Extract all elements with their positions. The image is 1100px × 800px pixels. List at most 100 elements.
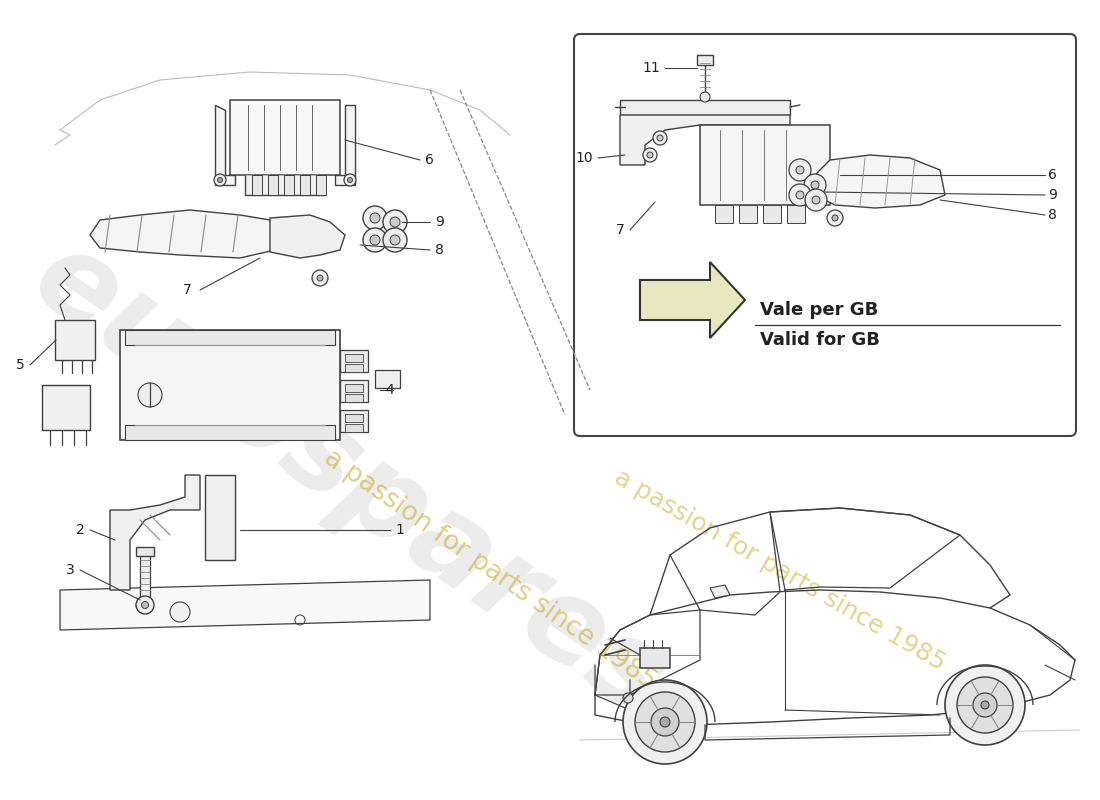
Polygon shape	[245, 175, 324, 195]
Bar	[739, 205, 757, 223]
Circle shape	[317, 275, 323, 281]
Text: 8: 8	[1048, 208, 1057, 222]
Polygon shape	[60, 580, 430, 630]
Text: 9: 9	[434, 215, 444, 229]
Text: a passion for parts since 1985: a passion for parts since 1985	[319, 445, 661, 695]
Circle shape	[136, 596, 154, 614]
Bar	[268, 175, 278, 195]
Polygon shape	[336, 105, 355, 185]
Text: 10: 10	[575, 151, 593, 165]
Text: 2: 2	[76, 523, 85, 537]
Polygon shape	[42, 385, 90, 430]
Text: 3: 3	[66, 563, 75, 577]
Circle shape	[390, 235, 400, 245]
Circle shape	[348, 178, 352, 182]
Circle shape	[796, 191, 804, 199]
Text: 6: 6	[425, 153, 433, 167]
Circle shape	[644, 148, 657, 162]
Circle shape	[370, 213, 379, 223]
Circle shape	[651, 708, 679, 736]
Text: a passion for parts since 1985: a passion for parts since 1985	[610, 465, 949, 675]
Bar	[375, 370, 400, 388]
Text: 8: 8	[434, 243, 444, 257]
Bar	[230, 100, 340, 175]
Bar	[340, 350, 368, 372]
Circle shape	[623, 680, 707, 764]
Bar	[345, 364, 363, 372]
Bar	[140, 555, 150, 600]
Text: 7: 7	[616, 223, 625, 237]
Circle shape	[218, 178, 222, 182]
Bar	[340, 380, 368, 402]
Circle shape	[383, 210, 407, 234]
Circle shape	[142, 602, 148, 609]
Circle shape	[170, 602, 190, 622]
Polygon shape	[214, 105, 235, 185]
Text: Valid for GB: Valid for GB	[760, 331, 880, 349]
Bar	[125, 425, 336, 440]
Bar	[125, 330, 336, 345]
Text: 6: 6	[1048, 168, 1057, 182]
Polygon shape	[815, 155, 945, 208]
Circle shape	[138, 383, 162, 407]
Polygon shape	[620, 100, 790, 115]
Bar	[284, 175, 294, 195]
Text: 11: 11	[642, 61, 660, 75]
Circle shape	[700, 92, 710, 102]
Bar	[763, 205, 781, 223]
Circle shape	[945, 665, 1025, 745]
Circle shape	[312, 270, 328, 286]
Circle shape	[804, 174, 826, 196]
Circle shape	[812, 196, 820, 204]
Circle shape	[214, 174, 225, 186]
Bar	[300, 175, 310, 195]
Circle shape	[827, 210, 843, 226]
Bar	[345, 394, 363, 402]
Circle shape	[383, 228, 407, 252]
Bar	[252, 175, 262, 195]
Circle shape	[370, 235, 379, 245]
Bar	[700, 125, 830, 205]
Circle shape	[805, 189, 827, 211]
Polygon shape	[205, 475, 235, 560]
Circle shape	[789, 184, 811, 206]
Circle shape	[653, 131, 667, 145]
Circle shape	[623, 693, 632, 703]
Bar	[345, 354, 363, 362]
Circle shape	[789, 159, 811, 181]
Text: 5: 5	[16, 358, 25, 372]
Polygon shape	[620, 115, 790, 165]
Circle shape	[390, 217, 400, 227]
Bar	[715, 205, 733, 223]
Bar	[345, 414, 363, 422]
Circle shape	[363, 206, 387, 230]
Bar	[345, 384, 363, 392]
Circle shape	[660, 717, 670, 727]
FancyBboxPatch shape	[574, 34, 1076, 436]
Circle shape	[635, 692, 695, 752]
Circle shape	[957, 677, 1013, 733]
Circle shape	[647, 152, 653, 158]
Circle shape	[344, 174, 356, 186]
Polygon shape	[90, 210, 275, 258]
Bar	[697, 55, 713, 65]
Circle shape	[981, 701, 989, 709]
Polygon shape	[110, 475, 200, 590]
Text: Vale per GB: Vale per GB	[760, 301, 878, 319]
Circle shape	[657, 135, 663, 141]
Polygon shape	[710, 585, 730, 598]
Polygon shape	[640, 262, 745, 338]
Polygon shape	[270, 215, 345, 258]
Text: 1: 1	[395, 523, 404, 537]
Text: 9: 9	[1048, 188, 1057, 202]
Circle shape	[796, 166, 804, 174]
Bar	[340, 410, 368, 432]
Circle shape	[832, 215, 838, 221]
Bar	[316, 175, 326, 195]
Polygon shape	[55, 320, 95, 360]
Bar	[345, 424, 363, 432]
Circle shape	[811, 181, 819, 189]
Bar	[786, 205, 805, 223]
Bar	[120, 330, 340, 440]
Circle shape	[363, 228, 387, 252]
